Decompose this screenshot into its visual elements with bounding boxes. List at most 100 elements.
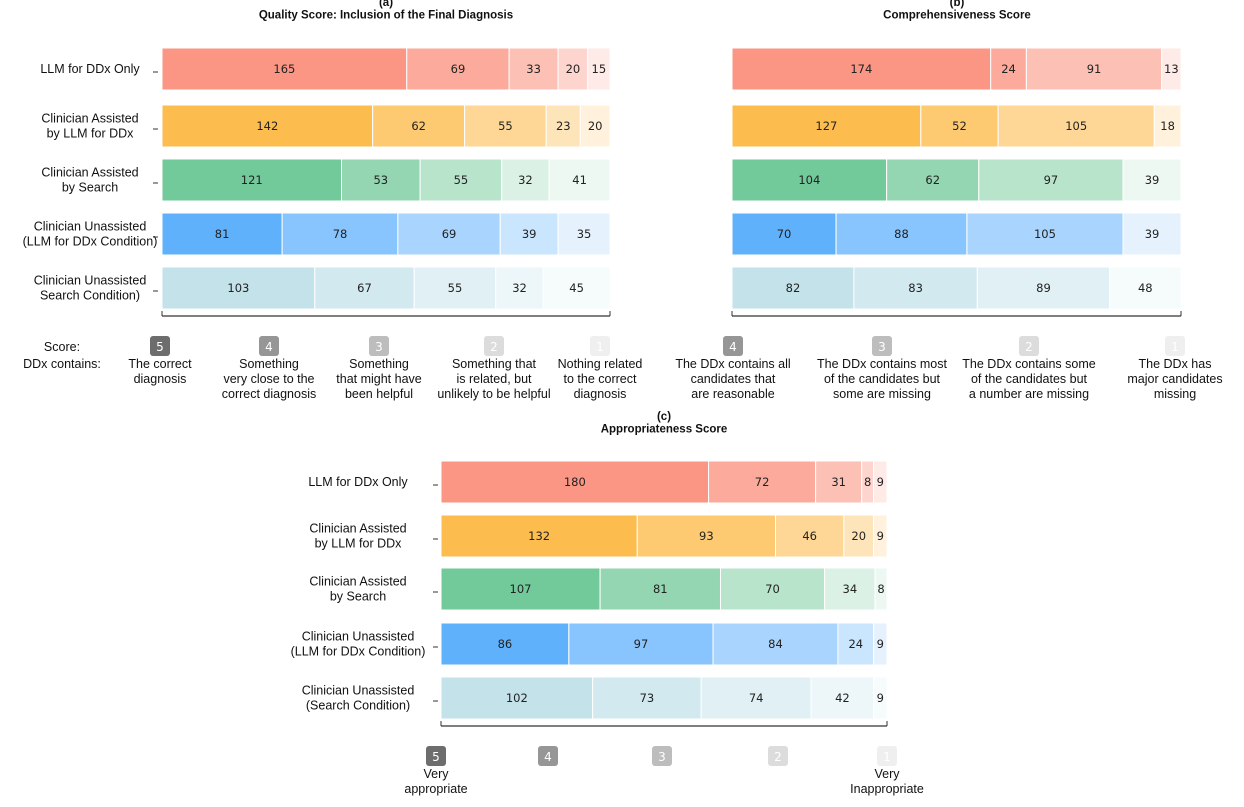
data-label: 20 [566,62,581,76]
category-label: Clinician Unassisted (LLM for DDx Conditi… [23,220,158,249]
category-label: LLM for DDx Only [308,475,408,489]
data-label: 103 [227,281,249,295]
data-label: 39 [1145,227,1160,241]
data-label: 97 [634,637,649,651]
panel-label: (a) [379,0,393,9]
data-label: 46 [802,529,817,543]
data-label: 32 [518,173,533,187]
data-label: 35 [577,227,592,241]
data-label: 8 [864,475,871,489]
bar-segment [548,158,611,202]
score-badge-label: 4 [729,340,737,354]
data-label: 102 [506,691,528,705]
data-label: 84 [768,637,783,651]
data-label: 53 [373,173,388,187]
data-label: 72 [755,475,770,489]
data-label: 15 [592,62,607,76]
bar-segment [976,266,1111,310]
data-label: 55 [498,119,513,133]
score-badge [484,336,504,356]
bar-segment [636,514,776,558]
data-label: 9 [877,691,884,705]
score-badge [877,746,897,766]
bar-segment [873,622,888,666]
score-badge-label: 5 [432,750,440,764]
bar-segment [1161,47,1182,91]
category-label: LLM for DDx Only [40,62,140,76]
bar-segment [731,158,888,202]
bar-segment [406,47,510,91]
data-label: 39 [522,227,537,241]
data-label: 20 [851,529,866,543]
data-label: 74 [749,691,764,705]
data-label: 31 [831,475,846,489]
legend-description: Very Inappropriate [850,767,924,796]
data-label: 105 [1034,227,1056,241]
data-label: 24 [1001,62,1016,76]
score-badge [872,336,892,356]
bar-segment [340,158,421,202]
legend-heading: Score: [44,340,80,354]
legend-description: Something that might have been helpful [336,357,422,401]
data-label: 20 [588,119,603,133]
data-label: 52 [952,119,967,133]
data-label: 83 [908,281,923,295]
score-badge-label: 1 [1171,340,1179,354]
category-label: Clinician Unassisted (Search Condition) [302,684,415,713]
bar-segment [599,567,721,611]
score-badge-label: 3 [878,340,886,354]
chart-title: Appropriateness Score [601,424,728,436]
data-label: 23 [556,119,571,133]
data-label: 55 [448,281,463,295]
data-label: 70 [777,227,792,241]
data-label: 70 [765,582,780,596]
legend-description: Something very close to the correct diagno… [222,357,317,401]
data-label: 97 [1044,173,1059,187]
data-label: 105 [1065,119,1087,133]
data-label: 107 [510,582,532,596]
score-badge-label: 2 [490,340,498,354]
legend-description: The correct diagnosis [128,357,192,386]
bar-segment [542,266,611,310]
data-label: 9 [877,529,884,543]
bar-segment [499,212,559,256]
bar-segment [966,212,1124,256]
score-badge [1165,336,1185,356]
score-badge [538,746,558,766]
data-label: 8 [877,582,884,596]
legend-description: The DDx contains all candidates that are r… [675,357,790,401]
score-badge [590,336,610,356]
data-label: 89 [1036,281,1051,295]
data-label: 69 [442,227,457,241]
data-label: 18 [1160,119,1175,133]
bar-segment [161,104,374,148]
bar-segment [712,622,839,666]
bar-segment [997,104,1155,148]
bar-segment [731,266,855,310]
data-label: 121 [241,173,263,187]
legend-description: Very appropriate [404,767,467,796]
score-badge-label: 5 [156,340,164,354]
data-label: 9 [877,637,884,651]
bar-segment [579,104,611,148]
bar-segment [314,266,415,310]
score-badge [369,336,389,356]
data-label: 165 [273,62,295,76]
data-label: 55 [454,173,469,187]
bar-segment [810,676,875,720]
bar-segment [440,676,594,720]
bar-segment [440,514,638,558]
score-badge [150,336,170,356]
category-label: Clinician Unassisted Search Condition) [34,274,147,303]
chart-title: Comprehensiveness Score [883,10,1031,22]
legend-description: The DDx contains some of the candidates b… [962,357,1095,401]
bar-segment [1109,266,1182,310]
panel-a: (a)Quality Score: Inclusion of the Final… [23,0,611,371]
bar-segment [587,47,611,91]
score-badge-label: 3 [375,340,383,354]
bar-segment [978,158,1124,202]
bar-segment [440,460,710,504]
